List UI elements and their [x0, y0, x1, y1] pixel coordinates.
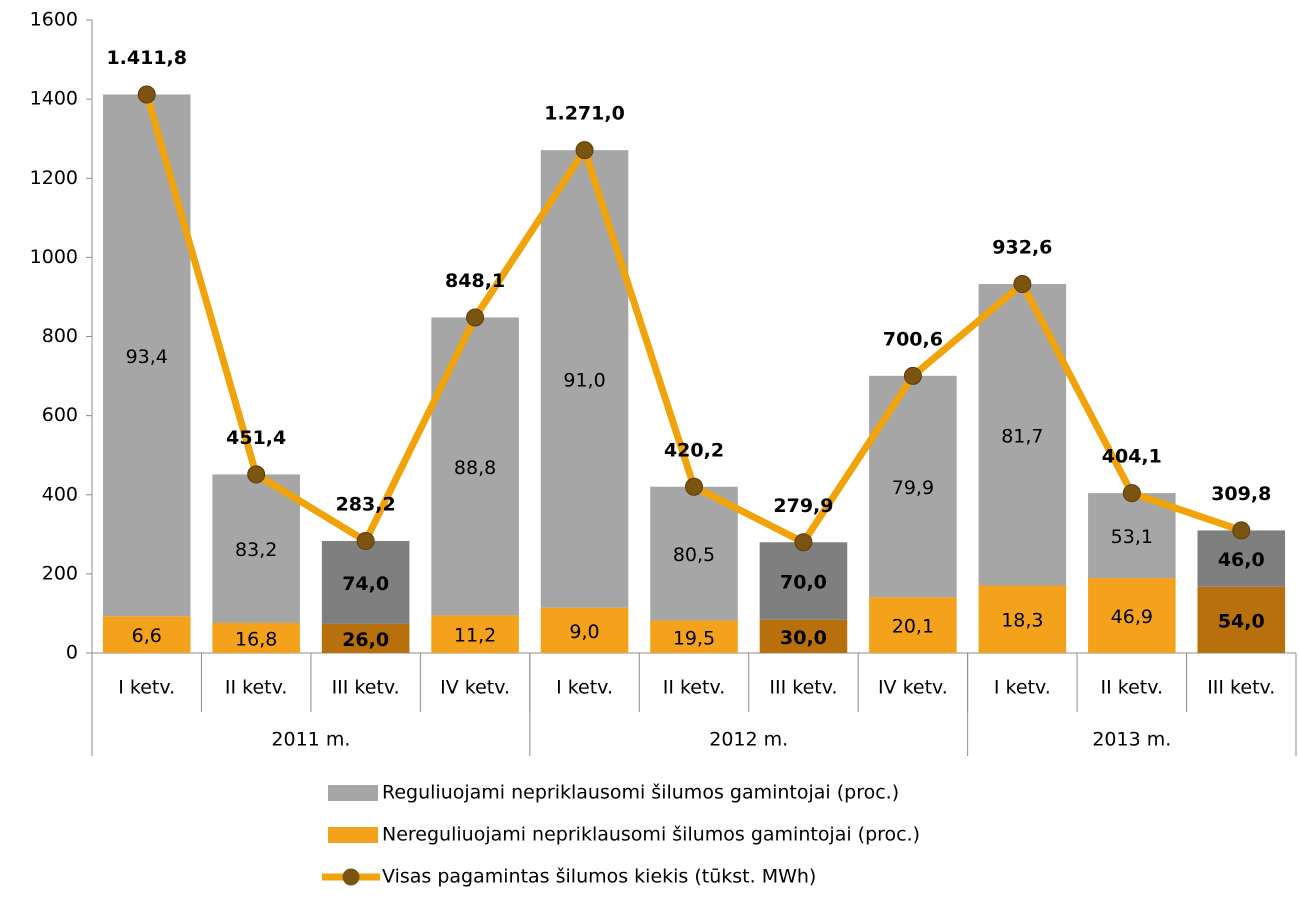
bar-segment — [102, 94, 191, 617]
bar-segment — [869, 597, 957, 653]
line-value-label: 1.271,0 — [544, 103, 625, 125]
bar-segment — [321, 540, 410, 624]
line-marker — [1013, 275, 1032, 294]
line-value-label: 451,4 — [226, 427, 286, 449]
line-marker — [575, 141, 594, 160]
line-value-label: 309,8 — [1211, 483, 1271, 505]
line-value-label: 279,9 — [773, 495, 833, 517]
x-tick-label: II ketv. — [663, 677, 726, 699]
y-tick-label: 1000 — [30, 246, 78, 268]
line-value-label: 420,2 — [664, 439, 724, 461]
bar-segment — [212, 474, 300, 623]
y-tick-label: 600 — [42, 404, 78, 426]
x-tick-label: IV ketv. — [440, 677, 510, 699]
bar-segment — [1088, 493, 1176, 579]
line — [143, 93, 1243, 546]
legend-label: Nereguliuojami nepriklausomi šilumos gam… — [382, 824, 920, 846]
y-tick-label: 1600 — [30, 9, 78, 31]
line-value-label: 932,6 — [992, 237, 1052, 259]
line-value-label: 700,6 — [883, 328, 943, 350]
bar-value-label: 30,0 — [780, 627, 827, 649]
bar-segment — [650, 620, 738, 653]
group-label: 2012 m. — [709, 729, 788, 751]
bar-segment — [869, 375, 957, 598]
bar-value-label: 9,0 — [569, 621, 599, 643]
y-tick-label: 200 — [42, 562, 78, 584]
line-marker — [466, 308, 485, 327]
bar-segment — [1197, 586, 1286, 653]
legend-marker — [342, 868, 360, 886]
line-value-label: 1.411,8 — [106, 47, 187, 69]
bar-value-label: 46,0 — [1218, 549, 1265, 571]
bar-value-label: 20,1 — [892, 616, 934, 638]
line-marker — [137, 85, 156, 104]
bar-value-label: 88,8 — [454, 457, 496, 479]
bar-segment — [1088, 578, 1176, 653]
legend-swatch — [328, 827, 378, 843]
bar-value-label: 70,0 — [780, 572, 827, 594]
bar-value-label: 93,4 — [126, 346, 168, 368]
group-label: 2011 m. — [271, 729, 350, 751]
bar-value-label: 80,5 — [673, 544, 715, 566]
group-label: 2013 m. — [1092, 729, 1171, 751]
bar-segment — [540, 607, 629, 653]
bar-value-label: 11,2 — [454, 625, 496, 647]
bar-value-label: 54,0 — [1218, 610, 1265, 632]
legend-swatch — [328, 785, 378, 801]
line-marker — [247, 465, 266, 484]
x-tick-label: III ketv. — [332, 677, 400, 699]
x-tick-label: I ketv. — [118, 677, 175, 699]
bar-value-label: 18,3 — [1001, 610, 1043, 632]
line-marker — [1232, 521, 1251, 540]
bar-segment — [431, 615, 519, 653]
x-tick-label: I ketv. — [994, 677, 1051, 699]
line-marker — [794, 533, 813, 552]
bar-segment — [1197, 530, 1286, 587]
line-value-label: 848,1 — [445, 270, 505, 292]
bar-value-label: 81,7 — [1001, 425, 1043, 447]
x-tick-label: III ketv. — [1207, 677, 1275, 699]
y-tick-label: 1200 — [30, 167, 78, 189]
bar-value-label: 19,5 — [673, 627, 715, 649]
bar-segment — [321, 623, 410, 653]
bar-value-label: 74,0 — [342, 573, 389, 595]
y-tick-label: 1400 — [30, 88, 78, 110]
x-tick-label: IV ketv. — [878, 677, 948, 699]
bar-value-label: 26,0 — [342, 629, 389, 651]
y-tick-label: 0 — [66, 642, 78, 664]
line-marker — [1122, 484, 1141, 503]
bar-value-label: 16,8 — [235, 628, 277, 650]
legend-label: Reguliuojami nepriklausomi šilumos gamin… — [382, 782, 899, 804]
legend-label: Visas pagamintas šilumos kiekis (tūkst. … — [382, 866, 816, 888]
bar-value-label: 91,0 — [563, 369, 605, 391]
bar-value-label: 53,1 — [1111, 526, 1153, 548]
bar-value-label: 6,6 — [132, 625, 162, 647]
y-tick-label: 400 — [42, 483, 78, 505]
bar-value-label: 83,2 — [235, 539, 277, 561]
bar-segment — [978, 585, 1067, 653]
line-value-label: 404,1 — [1102, 446, 1162, 468]
bar-segment — [431, 317, 519, 616]
x-tick-label: II ketv. — [225, 677, 288, 699]
bar-segment — [540, 150, 629, 608]
bar-segment — [102, 616, 191, 653]
bar-segment — [650, 486, 738, 621]
line-marker — [903, 366, 922, 385]
bar-value-label: 46,9 — [1111, 606, 1153, 628]
x-tick-label: II ketv. — [1101, 677, 1164, 699]
x-tick-label: I ketv. — [556, 677, 613, 699]
bar-segment — [759, 542, 848, 620]
line-marker — [685, 477, 703, 496]
bar-segment — [759, 619, 848, 653]
bar-segment — [212, 622, 300, 653]
bar-value-label: 79,9 — [892, 477, 934, 499]
line-value-label: 283,2 — [336, 493, 396, 515]
x-tick-label: III ketv. — [769, 677, 837, 699]
y-tick-label: 800 — [42, 325, 78, 347]
line-marker — [356, 531, 375, 550]
